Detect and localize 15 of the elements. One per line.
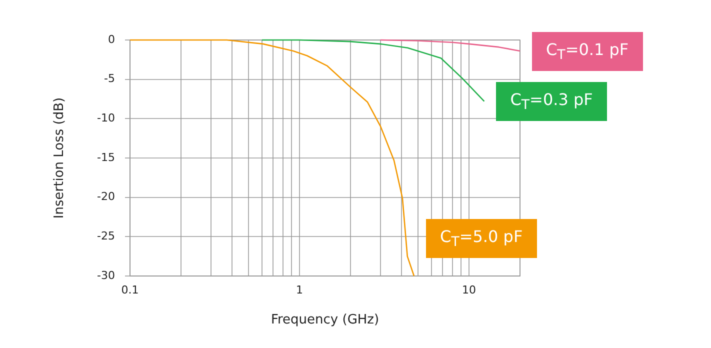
x-tick-label: 1 — [296, 283, 303, 296]
y-tick-label: 0 — [108, 32, 115, 46]
y-tick-label: -10 — [97, 112, 115, 125]
y-tick-label: -25 — [97, 230, 115, 243]
x-axis-title: Frequency (GHz) — [270, 312, 380, 328]
text: C$_{T}$=5.0 pF — [426, 218, 537, 258]
x-tick-label: 10 — [462, 283, 476, 296]
y-tick-label: -20 — [97, 190, 115, 204]
y-tick-label: -15 — [97, 150, 115, 164]
y-tick-label: -30 — [97, 268, 115, 282]
series-label: C$_{T}$=0.1 pF — [532, 32, 643, 71]
x-tick-label: 0.1 — [121, 283, 139, 296]
y-axis-title: Insertion Loss (dB) — [52, 97, 68, 219]
y-tick-label: -5 — [104, 72, 115, 86]
series-label: C$_{T}$=0.3 pF — [496, 82, 607, 122]
